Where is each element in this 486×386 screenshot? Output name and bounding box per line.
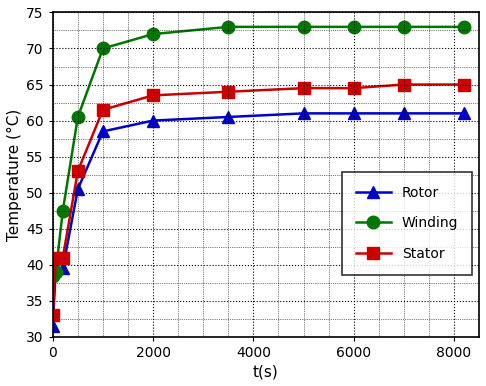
Stator	[50, 313, 56, 318]
Winding	[401, 25, 407, 29]
Line: Rotor: Rotor	[47, 107, 470, 332]
Stator	[226, 90, 231, 94]
Stator	[461, 82, 467, 87]
Rotor	[150, 118, 156, 123]
Stator	[60, 255, 66, 260]
Rotor	[351, 111, 357, 116]
Winding	[100, 46, 106, 51]
Winding	[60, 208, 66, 213]
Stator	[301, 86, 307, 90]
Winding	[75, 115, 81, 119]
Winding	[301, 25, 307, 29]
Rotor	[100, 129, 106, 134]
Stator	[150, 93, 156, 98]
Rotor	[75, 187, 81, 191]
Rotor	[50, 324, 56, 328]
Stator	[401, 82, 407, 87]
Legend: Rotor, Winding, Stator: Rotor, Winding, Stator	[342, 172, 472, 275]
Rotor	[461, 111, 467, 116]
Stator	[53, 255, 59, 260]
Stator	[351, 86, 357, 90]
Winding	[461, 25, 467, 29]
Line: Stator: Stator	[47, 78, 470, 322]
Winding	[226, 25, 231, 29]
Y-axis label: Temperature (°C): Temperature (°C)	[7, 108, 22, 241]
Winding	[50, 273, 56, 278]
X-axis label: t(s): t(s)	[253, 364, 279, 379]
Rotor	[53, 266, 59, 271]
Rotor	[60, 266, 66, 271]
Winding	[351, 25, 357, 29]
Line: Winding: Winding	[47, 20, 470, 282]
Winding	[53, 270, 59, 274]
Stator	[100, 107, 106, 112]
Stator	[75, 169, 81, 173]
Winding	[150, 32, 156, 36]
Rotor	[226, 115, 231, 119]
Rotor	[301, 111, 307, 116]
Rotor	[401, 111, 407, 116]
